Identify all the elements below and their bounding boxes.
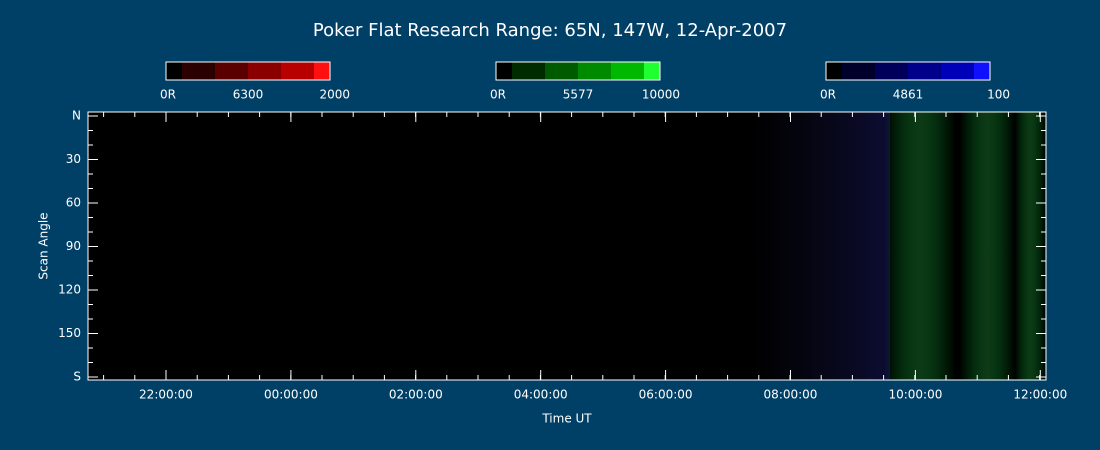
x-tick-label: 08:00:00 [764,388,818,402]
y-tick-label: 30 [66,152,81,166]
colorbars: 0R 6300 2000 0R 5577 10000 0R 4861 100 [160,61,1010,102]
x-axis-label: Time UT [541,412,592,426]
colorbar-frame [165,61,331,81]
y-tick-label: 120 [58,283,81,297]
aurora-band [885,112,955,380]
title: Poker Flat Research Range: 65N, 147W, 12… [313,20,787,41]
colorbar-max-label: 100 [987,88,1010,102]
colorbar-segment [166,62,182,80]
keogram [87,111,1047,381]
y-axis-label: Scan Angle [37,212,51,279]
colorbar-frame [825,61,991,81]
colorbar-max-label: 2000 [319,88,350,102]
colorbar-segment [496,62,512,80]
colorbar-end [644,62,660,80]
colorbar-min-label: 0R [820,88,836,102]
colorbar-segment [248,62,281,80]
colorbar-segment [908,62,941,80]
x-tick-label: 02:00:00 [389,388,443,402]
colorbar-line-label: 4861 [893,88,924,102]
faint-glow [750,112,890,380]
colorbar-end [314,62,330,80]
x-tick-label: 00:00:00 [264,388,318,402]
colorbar-segment [182,62,215,80]
colorbar-line-label: 5577 [563,88,594,102]
colorbar-min-label: 0R [160,88,176,102]
colorbar-min-label: 0R [490,88,506,102]
colorbar-segment [512,62,545,80]
colorbar-segment [941,62,974,80]
y-tick-label: S [73,370,81,384]
colorbar-frame [495,61,661,81]
x-tick-label: 22:00:00 [139,388,193,402]
colorbar-end [974,62,990,80]
x-tick-label: 04:00:00 [514,388,568,402]
x-tick-label: 12:00:00 [1013,388,1067,402]
y-tick-label: 90 [66,239,81,253]
x-tick-label: 06:00:00 [639,388,693,402]
colorbar-segment [545,62,578,80]
colorbar-line-label: 6300 [233,88,264,102]
y-tick-label: 150 [58,326,81,340]
aurora-band [960,112,1015,380]
colorbar-segment [578,62,611,80]
colorbar-segment [281,62,314,80]
x-tick-label: 10:00:00 [888,388,942,402]
y-tick-label: 60 [66,196,81,210]
colorbar-segment [875,62,908,80]
axes: N 30 60 90 120 150 S 22:00:00 00:00:00 02:00:00 04… [58,109,1067,402]
y-tick-label: N [72,109,81,123]
colorbar-segment [842,62,875,80]
colorbar-segment [611,62,644,80]
colorbar-segment [215,62,248,80]
colorbar-segment [826,62,842,80]
colorbar-max-label: 10000 [642,88,680,102]
